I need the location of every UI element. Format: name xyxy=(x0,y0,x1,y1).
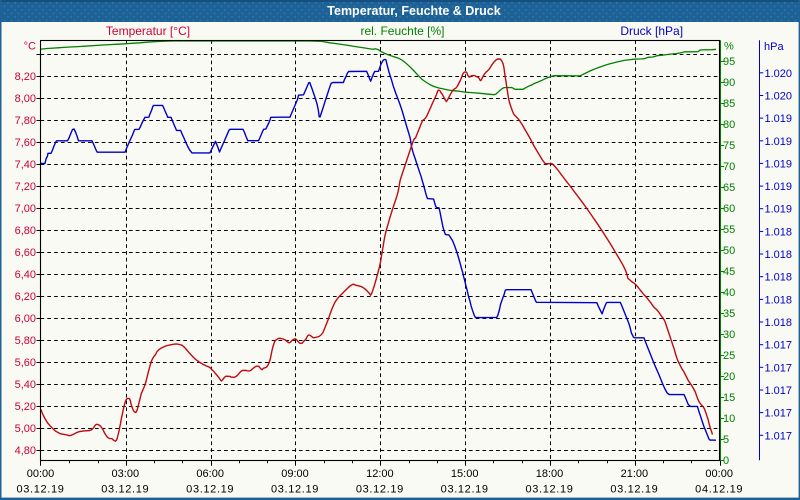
svg-text:18:00: 18:00 xyxy=(536,468,564,480)
svg-text:03.12.19: 03.12.19 xyxy=(101,484,149,496)
svg-text:8,20: 8,20 xyxy=(15,71,36,83)
svg-text:03.12.19: 03.12.19 xyxy=(356,484,404,496)
svg-text:03.12.19: 03.12.19 xyxy=(610,484,658,496)
svg-text:09:00: 09:00 xyxy=(281,468,309,480)
svg-text:6,00: 6,00 xyxy=(15,313,36,325)
svg-text:25: 25 xyxy=(723,350,735,362)
svg-text:7,60: 7,60 xyxy=(15,137,36,149)
svg-text:03.12.19: 03.12.19 xyxy=(441,484,489,496)
svg-text:21:00: 21:00 xyxy=(621,468,649,480)
svg-text:6,60: 6,60 xyxy=(15,247,36,259)
svg-text:10: 10 xyxy=(723,413,735,425)
svg-text:1.017: 1.017 xyxy=(765,340,793,352)
svg-text:1.018: 1.018 xyxy=(765,317,793,329)
svg-text:75: 75 xyxy=(723,140,735,152)
svg-text:1.017: 1.017 xyxy=(765,385,793,397)
svg-text:7,00: 7,00 xyxy=(15,203,36,215)
svg-text:5: 5 xyxy=(723,434,729,446)
svg-text:1.018: 1.018 xyxy=(765,249,793,261)
svg-text:5,00: 5,00 xyxy=(15,423,36,435)
svg-text:40: 40 xyxy=(723,287,735,299)
svg-text:1.019: 1.019 xyxy=(765,113,793,125)
svg-text:1.018: 1.018 xyxy=(765,226,793,238)
svg-text:1.020: 1.020 xyxy=(765,68,793,80)
svg-text:65: 65 xyxy=(723,182,735,194)
svg-text:5,40: 5,40 xyxy=(15,379,36,391)
svg-text:rel. Feuchte [%]: rel. Feuchte [%] xyxy=(360,24,444,38)
svg-text:4,80: 4,80 xyxy=(15,445,36,457)
svg-text:35: 35 xyxy=(723,308,735,320)
svg-text:60: 60 xyxy=(723,203,735,215)
svg-text:6,20: 6,20 xyxy=(15,291,36,303)
svg-text:04.12.19: 04.12.19 xyxy=(695,484,743,496)
svg-text:03.12.19: 03.12.19 xyxy=(271,484,319,496)
svg-text:30: 30 xyxy=(723,329,735,341)
svg-text:00:00: 00:00 xyxy=(27,468,55,480)
svg-text:5,80: 5,80 xyxy=(15,335,36,347)
svg-text:12:00: 12:00 xyxy=(366,468,394,480)
svg-text:85: 85 xyxy=(723,98,735,110)
svg-text:1.018: 1.018 xyxy=(765,294,793,306)
svg-text:5,60: 5,60 xyxy=(15,357,36,369)
svg-text:20: 20 xyxy=(723,371,735,383)
svg-text:03.12.19: 03.12.19 xyxy=(186,484,234,496)
svg-text:55: 55 xyxy=(723,224,735,236)
svg-text:45: 45 xyxy=(723,266,735,278)
svg-text:03.12.19: 03.12.19 xyxy=(16,484,64,496)
svg-text:1.017: 1.017 xyxy=(765,408,793,420)
svg-text:1.019: 1.019 xyxy=(765,158,793,170)
svg-text:7,40: 7,40 xyxy=(15,159,36,171)
svg-text:hPa: hPa xyxy=(764,41,784,53)
svg-text:00:00: 00:00 xyxy=(705,468,733,480)
svg-text:6,80: 6,80 xyxy=(15,225,36,237)
svg-text:06:00: 06:00 xyxy=(196,468,224,480)
svg-text:50: 50 xyxy=(723,245,735,257)
svg-text:1.019: 1.019 xyxy=(765,181,793,193)
svg-text:7,80: 7,80 xyxy=(15,115,36,127)
svg-text:5,20: 5,20 xyxy=(15,401,36,413)
svg-text:0: 0 xyxy=(723,455,729,467)
svg-text:7,20: 7,20 xyxy=(15,181,36,193)
svg-text:6,40: 6,40 xyxy=(15,269,36,281)
svg-text:Druck [hPa]: Druck [hPa] xyxy=(620,24,683,38)
svg-text:8,00: 8,00 xyxy=(15,93,36,105)
svg-text:03:00: 03:00 xyxy=(112,468,140,480)
svg-text:15:00: 15:00 xyxy=(451,468,479,480)
svg-text:1.017: 1.017 xyxy=(765,430,793,442)
svg-text:1.017: 1.017 xyxy=(765,362,793,374)
svg-text:95: 95 xyxy=(723,56,735,68)
svg-text:15: 15 xyxy=(723,392,735,404)
svg-text:03.12.19: 03.12.19 xyxy=(525,484,573,496)
svg-text:Temperatur [°C]: Temperatur [°C] xyxy=(106,24,190,38)
svg-text:90: 90 xyxy=(723,77,735,89)
svg-text:70: 70 xyxy=(723,161,735,173)
svg-text:°C: °C xyxy=(24,41,36,53)
svg-text:1.020: 1.020 xyxy=(765,91,793,103)
svg-text:1.019: 1.019 xyxy=(765,136,793,148)
svg-text:1.018: 1.018 xyxy=(765,272,793,284)
svg-text:80: 80 xyxy=(723,119,735,131)
svg-text:%: % xyxy=(724,41,734,53)
svg-text:1.019: 1.019 xyxy=(765,204,793,216)
